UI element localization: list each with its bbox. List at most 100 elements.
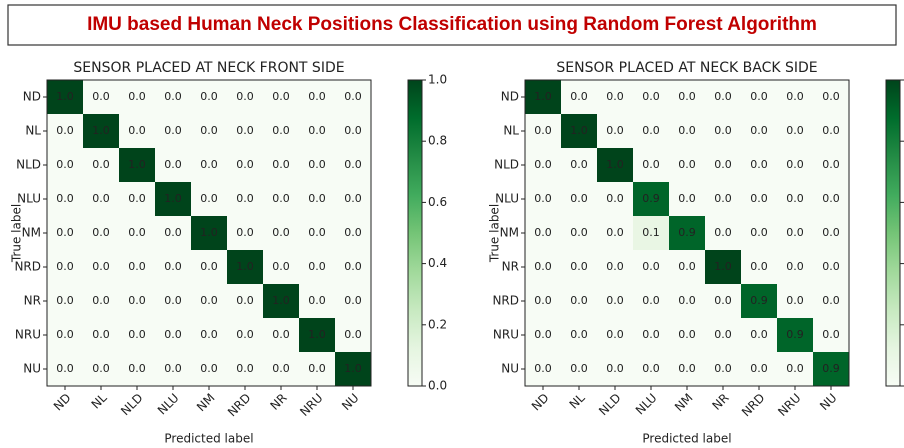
cell-label: 0.0 (236, 90, 254, 103)
cell-label: 0.0 (678, 328, 696, 341)
cell (561, 352, 597, 386)
cell (83, 250, 119, 284)
cell (741, 318, 777, 352)
cell-label: 0.0 (750, 260, 768, 273)
colorbar-tick-label: 0.2 (428, 317, 447, 331)
cell (83, 182, 119, 216)
cell-label: 0.0 (308, 124, 326, 137)
cell (741, 148, 777, 182)
cell (741, 250, 777, 284)
cell-label: 0.0 (236, 124, 254, 137)
x-tick-label: NM (194, 391, 218, 415)
cell-label: 0.0 (128, 260, 146, 273)
cell (777, 284, 813, 318)
y-tick-label: NRU (15, 328, 41, 342)
y-tick-label: NLD (494, 158, 519, 172)
cell (263, 114, 299, 148)
x-tick-label: NU (817, 391, 839, 413)
cell-label: 0.0 (642, 362, 660, 375)
cell-label: 0.0 (200, 158, 218, 171)
y-tick-label: NRD (492, 294, 519, 308)
cell-label: 0.0 (678, 260, 696, 273)
cell-label: 0.0 (570, 260, 588, 273)
cell-label: 1.0 (128, 158, 146, 171)
cell-label: 0.9 (822, 362, 840, 375)
cell (83, 284, 119, 318)
cell-label: 0.0 (534, 260, 552, 273)
cell (741, 80, 777, 114)
cell-label: 0.0 (606, 226, 624, 239)
cell (47, 114, 83, 148)
y-tick-label: NM (500, 226, 519, 240)
cell-label: 0.0 (606, 260, 624, 273)
x-tick-label: NRD (225, 391, 254, 420)
cell (155, 80, 191, 114)
cell (263, 352, 299, 386)
cell (777, 182, 813, 216)
cell-label: 1.0 (200, 226, 218, 239)
cell-label: 0.0 (200, 90, 218, 103)
x-tick-label: NRU (297, 391, 325, 419)
x-tick-label: NLU (155, 391, 182, 418)
cell (191, 114, 227, 148)
cell (705, 216, 741, 250)
cell (813, 148, 849, 182)
cell-label: 0.0 (822, 328, 840, 341)
cell-label: 0.0 (678, 124, 696, 137)
cell (83, 114, 119, 148)
cell (155, 284, 191, 318)
cell-label: 0.0 (344, 158, 362, 171)
cell (47, 80, 83, 114)
cell (669, 80, 705, 114)
cell (705, 352, 741, 386)
cell-label: 0.0 (714, 124, 732, 137)
cell-label: 0.1 (642, 226, 660, 239)
cell (741, 182, 777, 216)
cell (83, 318, 119, 352)
cell-label: 0.0 (272, 124, 290, 137)
cell (335, 284, 371, 318)
cell (83, 148, 119, 182)
cell (633, 318, 669, 352)
cell-label: 0.0 (272, 192, 290, 205)
chart-title: SENSOR PLACED AT NECK BACK SIDE (556, 60, 817, 76)
cell-label: 0.9 (642, 192, 660, 205)
cell-label: 0.0 (308, 294, 326, 307)
cell-label: 0.0 (92, 260, 110, 273)
cell-label: 0.0 (236, 294, 254, 307)
cell-label: 0.0 (642, 158, 660, 171)
cell (227, 182, 263, 216)
cell-label: 0.0 (570, 192, 588, 205)
cell-label: 0.0 (534, 226, 552, 239)
y-tick-label: NR (24, 294, 41, 308)
cell (633, 182, 669, 216)
cell-label: 0.0 (642, 260, 660, 273)
cell (633, 114, 669, 148)
cell-label: 0.0 (236, 158, 254, 171)
cell (83, 80, 119, 114)
cell (633, 216, 669, 250)
cell-label: 0.0 (164, 362, 182, 375)
cell-label: 0.0 (822, 226, 840, 239)
cell (263, 80, 299, 114)
cell (299, 250, 335, 284)
cell (777, 114, 813, 148)
colorbar-tick-label: 1.0 (428, 73, 447, 87)
y-tick-label: NU (501, 362, 519, 376)
cell (155, 250, 191, 284)
y-axis-label: True label (10, 204, 24, 263)
cell-label: 0.0 (128, 294, 146, 307)
cell (299, 318, 335, 352)
colorbar-tick-label: 0.0 (428, 379, 447, 393)
cell (191, 250, 227, 284)
x-axis-label: Predicted label (642, 432, 731, 446)
cell-label: 0.0 (56, 362, 74, 375)
cell-label: 0.0 (164, 260, 182, 273)
cell (335, 80, 371, 114)
cell-label: 0.0 (714, 90, 732, 103)
cell (119, 284, 155, 318)
cell (227, 114, 263, 148)
cell (741, 216, 777, 250)
cell (597, 182, 633, 216)
